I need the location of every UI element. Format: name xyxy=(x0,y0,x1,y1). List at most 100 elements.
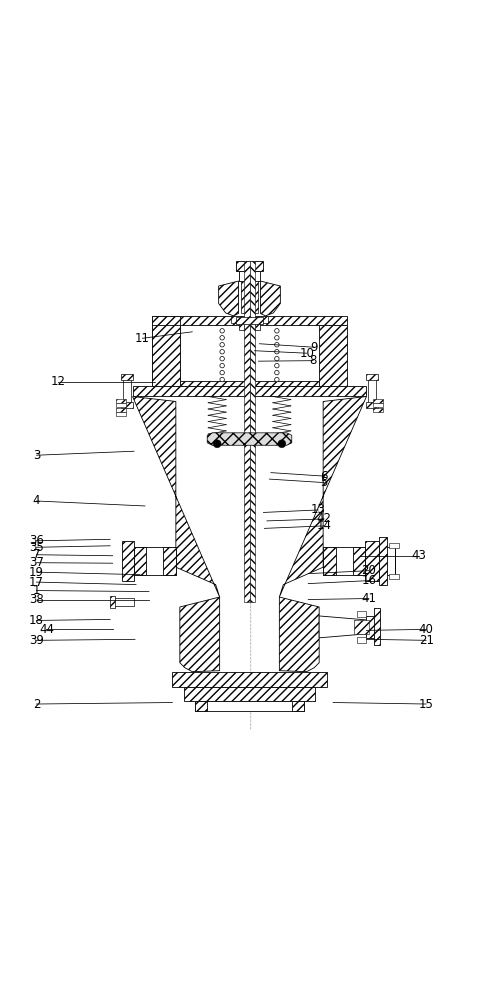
Bar xyxy=(389,574,399,579)
Bar xyxy=(241,281,258,313)
Bar xyxy=(353,547,365,575)
Bar xyxy=(111,598,134,606)
Bar xyxy=(239,271,260,281)
Bar xyxy=(123,376,131,406)
Circle shape xyxy=(274,349,279,354)
Bar xyxy=(153,316,180,386)
Text: 16: 16 xyxy=(361,574,376,587)
Polygon shape xyxy=(236,262,247,281)
Bar xyxy=(121,402,133,408)
Bar xyxy=(374,608,380,645)
Circle shape xyxy=(274,356,279,361)
Bar xyxy=(366,402,378,408)
Circle shape xyxy=(274,336,279,340)
Text: 15: 15 xyxy=(419,698,434,711)
Text: 14: 14 xyxy=(317,519,332,532)
Bar xyxy=(368,376,376,406)
Circle shape xyxy=(220,363,225,368)
Text: 19: 19 xyxy=(29,566,44,579)
Bar xyxy=(163,547,176,575)
Polygon shape xyxy=(219,281,239,316)
Bar xyxy=(116,399,126,403)
Text: 41: 41 xyxy=(361,592,376,605)
Bar xyxy=(236,317,263,324)
Polygon shape xyxy=(180,597,220,672)
Text: 39: 39 xyxy=(29,634,44,647)
Circle shape xyxy=(274,363,279,368)
Bar xyxy=(292,701,304,711)
Polygon shape xyxy=(207,433,292,445)
Text: 35: 35 xyxy=(29,541,44,554)
Text: 42: 42 xyxy=(317,512,332,525)
Bar xyxy=(323,547,365,575)
Circle shape xyxy=(274,329,279,333)
Circle shape xyxy=(274,377,279,382)
Bar xyxy=(116,403,126,407)
Circle shape xyxy=(220,356,225,361)
Bar xyxy=(180,381,319,386)
Text: 43: 43 xyxy=(411,549,426,562)
Circle shape xyxy=(213,440,221,448)
Bar xyxy=(379,537,387,585)
Bar xyxy=(373,399,383,403)
Text: 2: 2 xyxy=(33,698,40,711)
Circle shape xyxy=(220,349,225,354)
Bar xyxy=(373,408,383,412)
Text: 7: 7 xyxy=(33,548,40,561)
Polygon shape xyxy=(279,597,319,672)
Circle shape xyxy=(278,440,286,448)
Text: 5: 5 xyxy=(320,476,328,489)
Bar xyxy=(365,547,395,575)
Text: 20: 20 xyxy=(361,564,376,577)
Bar xyxy=(195,701,207,711)
Text: 6: 6 xyxy=(320,470,328,483)
Circle shape xyxy=(274,370,279,375)
Polygon shape xyxy=(231,316,244,330)
Bar xyxy=(366,374,378,380)
Text: 37: 37 xyxy=(29,556,44,569)
Bar xyxy=(134,547,146,575)
Circle shape xyxy=(220,343,225,347)
Bar xyxy=(236,261,263,271)
Polygon shape xyxy=(319,616,369,638)
Circle shape xyxy=(220,370,225,375)
Text: 44: 44 xyxy=(39,623,54,636)
Text: 10: 10 xyxy=(299,347,314,360)
Text: 36: 36 xyxy=(29,534,44,547)
Text: 13: 13 xyxy=(311,503,326,516)
Bar xyxy=(244,261,250,602)
Bar xyxy=(373,403,383,407)
Bar xyxy=(323,547,336,575)
Text: 40: 40 xyxy=(419,623,434,636)
Bar xyxy=(250,261,255,602)
Bar xyxy=(134,547,176,575)
Bar xyxy=(110,596,115,608)
Bar xyxy=(153,316,346,325)
Text: 21: 21 xyxy=(419,634,434,647)
Circle shape xyxy=(274,343,279,347)
Bar xyxy=(354,620,369,634)
Circle shape xyxy=(220,329,225,333)
Bar xyxy=(319,325,346,386)
Bar xyxy=(122,541,134,581)
Bar xyxy=(121,374,133,380)
Bar xyxy=(357,611,366,617)
Text: 12: 12 xyxy=(50,375,65,388)
Bar xyxy=(133,386,366,396)
Polygon shape xyxy=(260,281,280,316)
Text: 1: 1 xyxy=(33,584,40,597)
Text: 17: 17 xyxy=(29,576,44,589)
Bar xyxy=(195,701,304,711)
Bar xyxy=(184,687,315,701)
Bar xyxy=(172,672,327,687)
Bar xyxy=(153,325,180,386)
Bar xyxy=(116,412,126,416)
Polygon shape xyxy=(279,396,366,597)
Text: 38: 38 xyxy=(29,593,44,606)
Polygon shape xyxy=(133,396,220,597)
Text: 11: 11 xyxy=(135,332,150,345)
Bar xyxy=(116,408,126,412)
Text: 3: 3 xyxy=(33,449,40,462)
Text: 18: 18 xyxy=(29,614,44,627)
Text: 9: 9 xyxy=(310,341,318,354)
